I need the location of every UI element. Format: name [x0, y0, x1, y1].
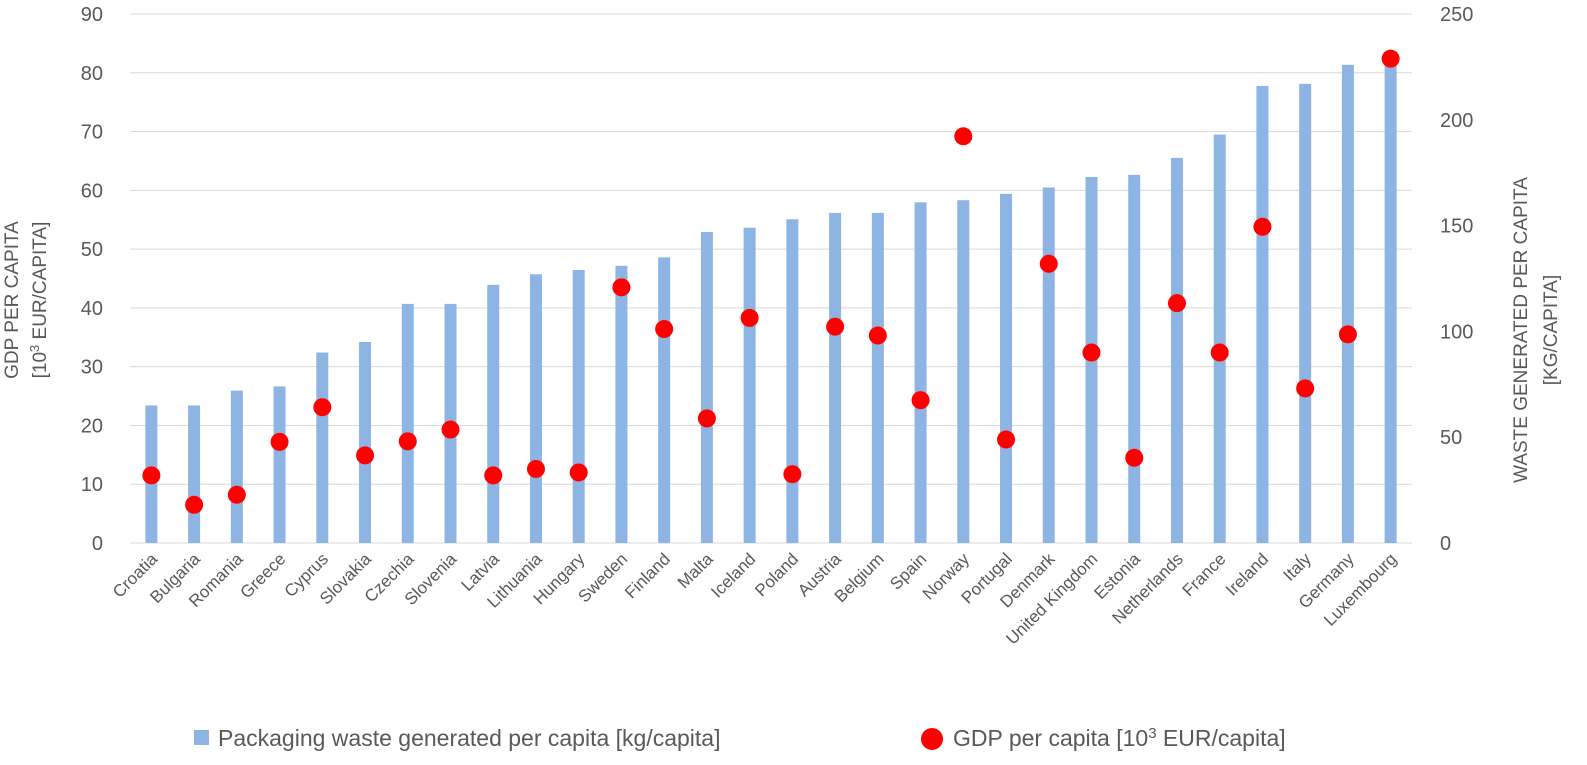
point-germany: [1338, 325, 1357, 344]
right-tick-label-1: 50: [1440, 427, 1462, 449]
point-spain: [911, 391, 930, 410]
bar-ireland: [1256, 85, 1269, 543]
point-iceland: [740, 308, 759, 327]
left-tick-label-7: 70: [81, 122, 103, 144]
point-romania: [227, 485, 246, 504]
point-united-kingdom: [1082, 343, 1101, 362]
bar-belgium: [871, 212, 884, 544]
point-finland: [655, 320, 674, 339]
point-poland: [783, 465, 802, 484]
bar-cyprus: [316, 352, 329, 543]
right-tick-label-4: 200: [1440, 110, 1473, 132]
legend-bar-label: Packaging waste generated per capita [kg…: [218, 725, 721, 751]
category-label-iceland: Iceland: [707, 549, 759, 601]
legend-dot-swatch: [921, 728, 943, 750]
legend: Packaging waste generated per capita [kg…: [194, 725, 1286, 752]
left-axis-title: GDP PER CAPITA [103 EUR/CAPITA]: [2, 221, 51, 379]
bar-finland: [658, 257, 671, 543]
category-label-france: France: [1179, 549, 1230, 600]
point-portugal: [997, 430, 1016, 449]
point-austria: [826, 317, 845, 336]
bar-portugal: [1000, 193, 1013, 544]
bar-latvia: [487, 284, 500, 543]
category-label-greece: Greece: [237, 549, 290, 602]
bar-czechia: [401, 303, 414, 543]
left-tick-label-1: 10: [81, 474, 103, 496]
point-cyprus: [313, 398, 332, 417]
bar-norway: [957, 200, 970, 543]
point-ireland: [1253, 217, 1272, 236]
point-sweden: [612, 278, 631, 297]
bar-france: [1213, 134, 1226, 543]
right-axis-title-line2: [KG/CAPITA]: [1541, 275, 1562, 386]
right-axis-title-line1: WASTE GENERATED PER CAPITA: [1511, 177, 1532, 483]
point-netherlands: [1167, 294, 1186, 313]
bar-greece: [273, 386, 286, 543]
bar-germany: [1341, 64, 1354, 543]
bar-series: [145, 62, 1397, 544]
bar-hungary: [572, 270, 585, 543]
category-label-finland: Finland: [621, 549, 674, 602]
left-tick-label-5: 50: [81, 239, 103, 261]
point-bulgaria: [185, 495, 204, 514]
bar-poland: [786, 219, 799, 543]
dot-series: [142, 49, 1400, 514]
point-italy: [1296, 379, 1315, 398]
left-tick-label-3: 30: [81, 357, 103, 379]
category-label-italy: Italy: [1280, 549, 1316, 585]
left-tick-label-2: 20: [81, 415, 103, 437]
point-norway: [954, 127, 973, 146]
point-hungary: [569, 463, 588, 482]
bar-austria: [829, 212, 842, 544]
bar-estonia: [1128, 174, 1141, 544]
point-slovakia: [356, 446, 375, 465]
point-lithuania: [526, 459, 545, 478]
left-axis-title-line1: GDP PER CAPITA: [2, 221, 23, 379]
left-tick-label-4: 40: [81, 298, 103, 320]
bar-netherlands: [1170, 157, 1183, 543]
point-latvia: [484, 466, 503, 485]
bar-italy: [1299, 83, 1312, 543]
left-tick-label-9: 90: [81, 4, 103, 26]
bar-lithuania: [529, 274, 542, 543]
left-axis-title-line2: [103 EUR/CAPITA]: [27, 222, 52, 379]
legend-dot-label: GDP per capita [103 EUR/capita]: [953, 725, 1286, 752]
bar-sweden: [615, 265, 628, 543]
point-czechia: [398, 432, 417, 451]
point-malta: [697, 409, 716, 428]
category-label-ireland: Ireland: [1222, 549, 1272, 599]
category-labels: CroatiaBulgariaRomaniaGreeceCyprusSlovak…: [109, 549, 1400, 648]
bar-iceland: [743, 227, 756, 543]
bar-malta: [700, 231, 713, 543]
bar-romania: [230, 390, 243, 543]
point-estonia: [1125, 448, 1144, 467]
right-tick-label-2: 100: [1440, 321, 1473, 343]
point-croatia: [142, 466, 161, 485]
right-tick-label-3: 150: [1440, 216, 1473, 238]
point-luxembourg: [1381, 49, 1400, 68]
point-greece: [270, 432, 289, 451]
legend-bar-swatch: [194, 730, 209, 745]
right-tick-label-0: 0: [1440, 533, 1451, 555]
left-tick-label-8: 80: [81, 63, 103, 85]
point-slovenia: [441, 420, 460, 439]
point-belgium: [868, 326, 887, 345]
left-axis-ticks: 0 10 20 30 40 50 60 70 80 90: [81, 4, 103, 555]
bar-luxembourg: [1384, 62, 1397, 543]
right-axis-title: WASTE GENERATED PER CAPITA [KG/CAPITA]: [1511, 177, 1562, 483]
left-tick-label-0: 0: [92, 533, 103, 555]
right-axis-ticks: 0 50 100 150 200 250: [1440, 4, 1473, 555]
bar-denmark: [1042, 187, 1055, 543]
gridlines: [130, 13, 1412, 544]
category-label-poland: Poland: [751, 549, 802, 600]
left-tick-label-6: 60: [81, 180, 103, 202]
bar-bulgaria: [188, 405, 201, 543]
bar-spain: [914, 202, 927, 543]
right-tick-label-5: 250: [1440, 4, 1473, 26]
point-france: [1210, 343, 1229, 362]
point-denmark: [1039, 254, 1058, 273]
bar-slovakia: [359, 341, 372, 543]
